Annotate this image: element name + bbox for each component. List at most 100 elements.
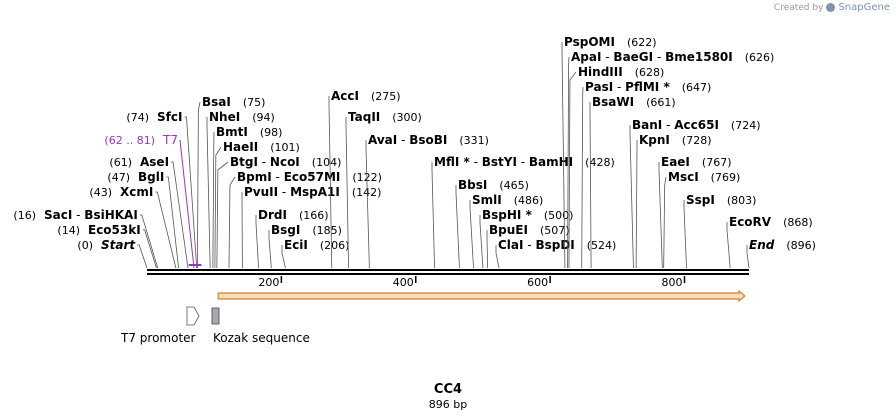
enzyme-name: BsaI — [202, 95, 231, 109]
enzyme-leader — [268, 230, 272, 269]
enzyme-site: BglI (47) — [107, 170, 179, 269]
enzyme-position: (661) — [646, 96, 676, 109]
enzyme-name: ClaI - BspDI — [498, 238, 575, 252]
enzyme-site: BsgI (185) — [268, 223, 342, 269]
enzyme-leader — [228, 176, 236, 269]
enzyme-site: PvuII - MspA1I (142) — [241, 185, 381, 269]
enzyme-position: (166) — [299, 209, 329, 222]
enzyme-site: BmtI (98) — [212, 125, 283, 269]
enzyme-position: (300) — [392, 111, 422, 124]
enzyme-name: PspOMI — [564, 35, 615, 49]
feature-label-kozak: Kozak sequence — [213, 331, 310, 345]
enzyme-name: EciI — [284, 238, 308, 252]
enzyme-name: AseI — [140, 155, 169, 169]
enzyme-leader — [214, 146, 222, 269]
enzyme-site: BpmI - Eco57MI (122) — [228, 170, 382, 269]
enzyme-position: (43) — [89, 186, 112, 199]
enzyme-position: (507) — [540, 224, 570, 237]
snapgene-logo-icon — [826, 3, 836, 12]
enzyme-position: (104) — [312, 156, 342, 169]
enzyme-name: SmlI — [472, 193, 502, 207]
enzyme-position: (98) — [260, 126, 283, 139]
enzyme-position: (728) — [682, 134, 712, 147]
enzyme-site: EcoRV (868) — [726, 215, 813, 269]
enzyme-name: MflI * - BstYI - BamHI — [434, 155, 573, 169]
enzyme-site: BbsI (465) — [455, 178, 529, 269]
enzyme-leader — [455, 185, 460, 269]
enzyme-position: (896) — [786, 239, 816, 252]
enzyme-leader — [567, 56, 570, 269]
enzyme-name: KpnI — [639, 133, 670, 147]
enzyme-name: Eco53kI — [88, 223, 141, 237]
enzyme-site: BspHI * (500) — [479, 208, 573, 269]
enzyme-leader — [196, 101, 201, 269]
enzyme-position: (62 .. 81) — [104, 134, 155, 147]
feature-label-t7-promoter: T7 promoter — [120, 331, 196, 345]
enzyme-leader — [216, 161, 229, 269]
enzyme-position: (75) — [243, 96, 266, 109]
enzyme-name: DrdI — [258, 208, 287, 222]
enzyme-leader — [365, 140, 370, 269]
enzyme-position: (206) — [320, 239, 350, 252]
enzyme-name: BpmI - Eco57MI — [237, 170, 340, 184]
enzyme-name: AccI — [331, 89, 359, 103]
enzyme-position: (16) — [13, 209, 36, 222]
enzyme-name: BbsI — [458, 178, 487, 192]
enzyme-site: BtgI - NcoI (104) — [216, 155, 342, 269]
watermark-prefix: Created by — [773, 2, 824, 13]
enzyme-site: SfcI (74) — [126, 110, 198, 269]
ruler: 200 400 600 800 — [258, 276, 686, 289]
enzyme-site: Eco53kI (14) — [57, 223, 157, 269]
enzyme-position: (101) — [270, 141, 300, 154]
ruler-tick-label: 400 — [393, 276, 414, 289]
enzyme-position: (331) — [459, 134, 489, 147]
enzyme-leader — [184, 116, 198, 269]
enzyme-site: HindIII (628) — [568, 65, 664, 269]
kozak-box — [211, 307, 220, 325]
enzyme-leader — [171, 161, 189, 269]
enzyme-name: MscI — [668, 170, 699, 184]
enzyme-site: AccI (275) — [328, 89, 401, 269]
orf-arrow — [217, 289, 746, 303]
enzyme-site: T7 (62 .. 81) — [104, 133, 195, 269]
enzyme-site: TaqII (300) — [345, 110, 422, 269]
enzyme-leader — [345, 117, 349, 269]
enzyme-position: (622) — [627, 36, 657, 49]
enzyme-name: BsaWI — [592, 95, 634, 109]
enzyme-name: XcmI — [120, 185, 153, 199]
enzyme-site: XcmI (43) — [89, 185, 177, 269]
enzyme-leader — [142, 229, 157, 269]
enzyme-position: (769) — [711, 171, 741, 184]
enzyme-leader — [581, 86, 584, 269]
enzyme-site: NheI (94) — [206, 110, 275, 269]
enzyme-site: MflI * - BstYI - BamHI (428) — [431, 155, 615, 269]
enzyme-name: EcoRV — [729, 215, 772, 229]
enzyme-site: SspI (803) — [683, 193, 756, 269]
enzyme-name: Start — [101, 238, 136, 252]
enzyme-leader — [212, 131, 215, 269]
enzyme-site: HaeII (101) — [214, 140, 300, 269]
enzyme-name: End — [749, 238, 775, 252]
enzyme-leader — [629, 125, 634, 269]
enzyme-name: BspHI * — [482, 208, 533, 222]
enzyme-position: (626) — [745, 51, 775, 64]
watermark-brand: SnapGene — [838, 2, 890, 13]
enzyme-site: Start (0) — [77, 238, 148, 269]
enzyme-name: HaeII — [223, 140, 258, 154]
enzyme-position: (61) — [109, 156, 132, 169]
enzyme-position: (47) — [107, 171, 130, 184]
enzyme-position: (524) — [587, 239, 617, 252]
enzyme-site: EciI (206) — [281, 238, 350, 269]
enzyme-name: SspI — [686, 193, 715, 207]
enzyme-site: BsaWI (661) — [589, 95, 676, 269]
enzyme-name: PvuII - MspA1I — [244, 185, 340, 199]
enzyme-site: EaeI (767) — [658, 155, 732, 269]
enzyme-site: End (896) — [746, 238, 816, 269]
enzyme-name: AvaI - BsoBI — [368, 133, 447, 147]
enzyme-position: (185) — [312, 224, 342, 237]
enzyme-leader — [495, 245, 500, 269]
enzyme-position: (724) — [731, 119, 761, 132]
enzyme-position: (465) — [499, 179, 529, 192]
enzyme-leader — [255, 215, 259, 269]
